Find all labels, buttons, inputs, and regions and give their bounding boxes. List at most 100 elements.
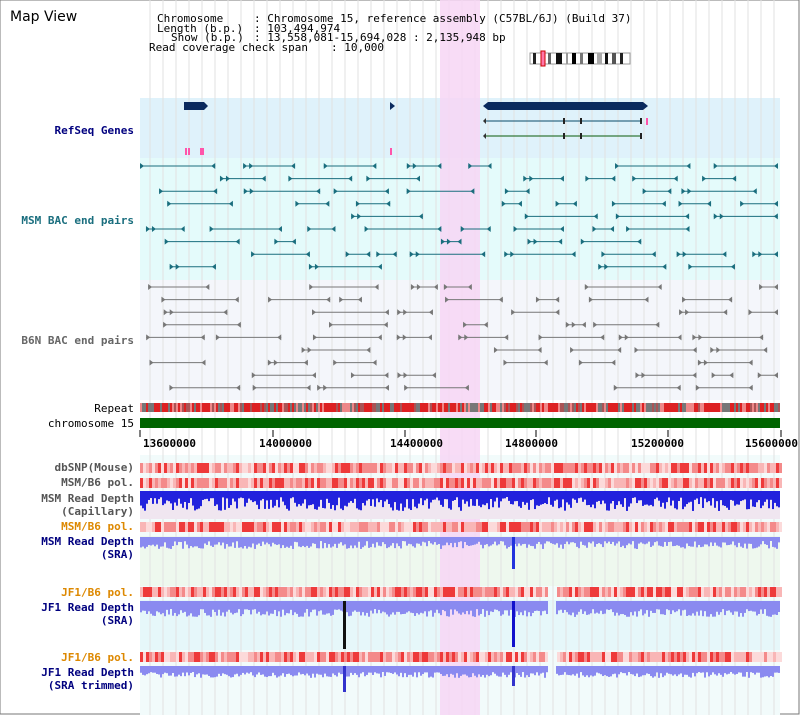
track-label-refseq[interactable]: RefSeq Genes	[54, 124, 134, 137]
track-label-msm-b6-pol-1[interactable]: MSM/B6 pol.	[61, 476, 134, 489]
track-label-msm-depth-sra[interactable]: MSM Read Depth	[41, 535, 134, 548]
polymorphism-cell	[299, 587, 302, 597]
read-depth-bar	[668, 491, 670, 498]
msm-bac-pair-end	[525, 188, 530, 195]
polymorphism-cell	[662, 587, 665, 597]
read-depth-bar	[704, 601, 706, 612]
track-label-repeat[interactable]: Repeat	[94, 402, 134, 415]
read-depth-bar	[604, 491, 606, 504]
read-depth-bar	[688, 537, 690, 547]
msm-bac-pair-end	[632, 175, 637, 182]
track-label-jf1-depth-sra[interactable]: JF1 Read Depth	[41, 601, 134, 614]
polymorphism-cell	[491, 522, 494, 532]
b6n-bac-pair-end	[443, 284, 448, 290]
polymorphism-cell	[695, 652, 698, 662]
track-label-jf1-depth-trimmed-sub[interactable]: (SRA trimmed)	[47, 679, 134, 692]
read-depth-bar	[450, 666, 452, 674]
read-depth-bar	[606, 491, 608, 511]
polymorphism-cell	[398, 587, 401, 597]
track-label-msm-depth-capillary[interactable]: MSM Read Depth	[41, 492, 134, 505]
polymorphism-cell	[407, 522, 410, 532]
polymorphism-cell	[422, 522, 425, 532]
track-label-dbsnp[interactable]: dbSNP(Mouse)	[54, 461, 134, 474]
repeat-segment	[418, 403, 420, 412]
read-depth-bar	[646, 666, 648, 674]
read-depth-bar	[338, 601, 340, 610]
polymorphism-cell	[392, 463, 395, 473]
b6n-bac-pair-end	[682, 296, 687, 303]
polymorphism-cell	[428, 652, 431, 662]
repeat-segment	[226, 403, 228, 412]
track-label-chromosome[interactable]: chromosome 15	[47, 417, 134, 430]
read-depth-bar	[462, 601, 464, 613]
repeat-segment	[382, 403, 384, 412]
read-depth-bar	[644, 666, 646, 676]
read-depth-bar	[606, 537, 608, 544]
track-label-jf1-depth-trimmed[interactable]: JF1 Read Depth	[41, 666, 134, 679]
polymorphism-cell	[719, 463, 722, 473]
polymorphism-cell	[575, 463, 578, 473]
polymorphism-cell	[251, 652, 254, 662]
read-depth-bar	[206, 601, 208, 616]
b6n-bac-pair-end	[511, 309, 516, 316]
repeat-segment	[630, 403, 632, 412]
read-depth-bar	[184, 666, 186, 677]
track-label-msm-depth-capillary-sub[interactable]: (Capillary)	[61, 505, 134, 518]
msm-bac-pair-end	[386, 200, 391, 207]
read-depth-bar	[414, 666, 416, 673]
polymorphism-cell	[164, 463, 167, 473]
polymorphism-cell	[434, 652, 437, 662]
read-depth-bar	[766, 666, 768, 677]
read-depth-bar	[246, 601, 248, 610]
track-label-msm-bac[interactable]: MSM BAC end pairs	[21, 214, 134, 227]
polymorphism-cell	[674, 463, 677, 473]
track-label-msm-depth-sra-sub[interactable]: (SRA)	[100, 548, 134, 561]
polymorphism-cell	[698, 587, 701, 597]
read-depth-bar	[300, 491, 302, 506]
read-depth-bar	[580, 666, 582, 673]
read-depth-bar	[220, 491, 222, 511]
track-label-jf1-b6-pol-2[interactable]: JF1/B6 pol.	[61, 651, 134, 664]
polymorphism-cell	[251, 522, 254, 532]
msm-bac-pair-end	[611, 200, 616, 207]
track-label-jf1-b6-pol-1[interactable]: JF1/B6 pol.	[61, 586, 134, 599]
polymorphism-cell	[530, 463, 533, 473]
read-depth-bar	[544, 491, 546, 504]
polymorphism-cell	[182, 463, 185, 473]
read-depth-spike	[512, 601, 515, 647]
polymorphism-cell	[239, 652, 242, 662]
read-depth-bar	[254, 491, 256, 502]
polymorphism-cell	[218, 478, 221, 488]
read-depth-bar	[346, 601, 348, 613]
refseq-exon	[563, 118, 565, 124]
polymorphism-cell	[767, 522, 770, 532]
polymorphism-cell	[632, 587, 635, 597]
track-label-msm-b6-pol-2[interactable]: MSM/B6 pol.	[61, 520, 134, 533]
track-label-b6n-bac[interactable]: B6N BAC end pairs	[21, 334, 134, 347]
read-depth-bar	[194, 491, 196, 511]
repeat-segment	[478, 403, 480, 412]
read-depth-bar	[742, 666, 744, 677]
read-depth-bar	[178, 491, 180, 499]
read-depth-bar	[530, 666, 532, 674]
read-depth-bar	[574, 491, 576, 500]
read-depth-bar	[288, 601, 290, 614]
polymorphism-cell	[719, 522, 722, 532]
read-depth-bar	[178, 537, 180, 542]
track-label-jf1-depth-sra-sub[interactable]: (SRA)	[100, 614, 134, 627]
repeat-segment	[714, 403, 716, 412]
polymorphism-cell	[212, 463, 215, 473]
polymorphism-cell	[491, 463, 494, 473]
polymorphism-cell	[434, 463, 437, 473]
polymorphism-cell	[599, 652, 602, 662]
polymorphism-cell	[254, 463, 257, 473]
msm-bac-pair-end	[601, 251, 606, 258]
polymorphism-cell	[242, 478, 245, 488]
polymorphism-cell	[146, 463, 149, 473]
read-depth-bar	[498, 601, 500, 612]
repeat-segment	[294, 403, 296, 412]
read-depth-bar	[362, 601, 364, 613]
read-depth-bar	[332, 537, 334, 547]
polymorphism-cell	[761, 478, 764, 488]
